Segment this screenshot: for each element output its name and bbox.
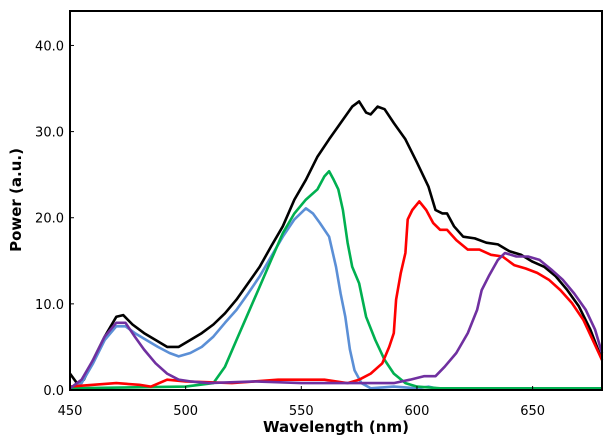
y-tick-label: 0.0 — [43, 384, 64, 399]
y-tick-label: 30.0 — [35, 126, 64, 141]
y-axis-label: Power (a.u.) — [7, 148, 25, 252]
series-line-1 — [69, 207, 603, 391]
y-tick-label: 20.0 — [35, 212, 64, 227]
series-line-4 — [69, 251, 604, 390]
x-axis: 450 500 550 600 650 — [58, 386, 545, 419]
x-tick-label: 600 — [405, 404, 430, 419]
series-line-0 — [68, 100, 604, 385]
series-line-3 — [69, 200, 604, 388]
y-tick-label: 40.0 — [35, 39, 64, 54]
series-layer — [68, 100, 604, 391]
x-tick-label: 650 — [520, 404, 545, 419]
y-axis: 0.0 10.0 20.0 30.0 40.0 — [35, 39, 74, 399]
x-tick-label: 500 — [173, 404, 198, 419]
x-tick-label: 450 — [58, 404, 83, 419]
x-tick-label: 550 — [289, 404, 314, 419]
x-axis-label: Wavelength (nm) — [263, 418, 409, 436]
plot-area-border — [69, 10, 603, 391]
y-tick-label: 10.0 — [35, 298, 64, 313]
series-line-2 — [69, 169, 602, 390]
